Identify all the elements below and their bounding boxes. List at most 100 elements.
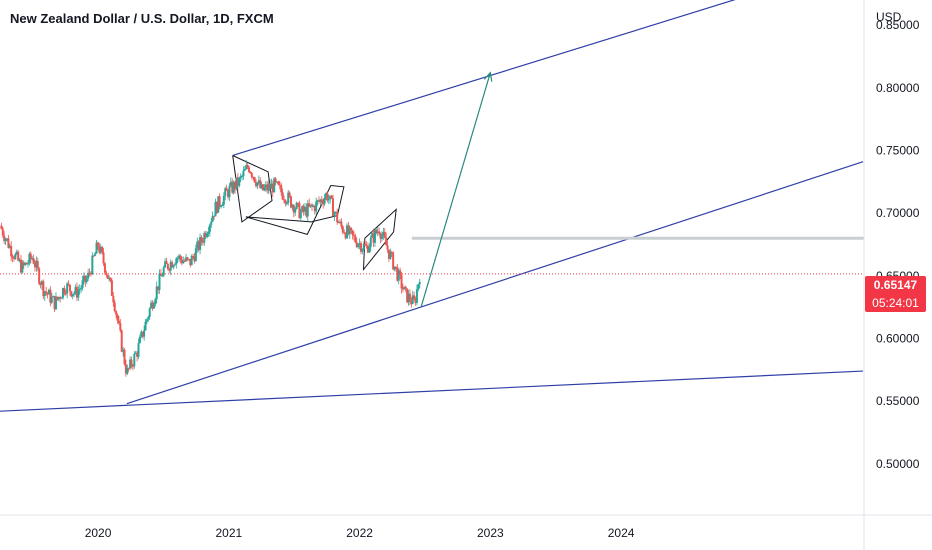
trendline-1 [0,370,864,412]
candle-body [122,349,125,352]
candle-body [56,296,59,300]
candle [211,211,214,222]
candle-body [415,289,418,304]
candle-body [211,215,214,222]
candle [312,204,315,208]
candle-body [91,255,94,275]
candle-body [232,182,235,193]
candle-body [119,323,122,331]
candle [292,203,295,218]
candle-body [88,272,91,274]
candle [283,195,286,204]
candle [239,173,242,182]
candle-body [396,267,399,281]
candle [130,356,133,369]
pattern-2 [245,184,345,235]
candle [33,259,36,272]
candle-body [173,264,176,266]
candle-body [120,330,123,352]
last-price-badge: 0.65147 [865,276,926,294]
candle-body [10,245,13,257]
candle-body [280,185,283,193]
candle [31,256,34,261]
candle [382,227,385,240]
candle [257,175,260,185]
candle-body [311,204,314,207]
candle [218,193,221,210]
candle-body [276,181,279,183]
price-scale[interactable]: 0.850000.800000.750000.700000.650000.600… [876,18,920,471]
candle [0,222,3,230]
candle-body [59,297,62,299]
candle [172,264,175,270]
candle-body [337,222,340,224]
candle-body [82,275,85,281]
time-scale[interactable]: 2020 2021 2022 2023 2024 [85,526,635,540]
price-tick-label: 0.75000 [876,143,920,157]
candle [208,223,211,237]
candle-body [158,273,161,290]
candle [154,297,157,307]
candle-body [154,299,157,305]
candle [276,181,279,184]
trendlines [0,0,864,412]
pattern-1 [232,155,273,223]
candle-body [96,242,99,247]
candle [129,356,132,370]
candle [414,296,417,306]
candle [313,204,316,215]
candle [338,219,341,224]
candle [99,243,102,255]
candle-body [124,364,127,374]
candle-body [71,294,74,297]
candle-body [295,202,298,209]
candle [52,295,55,298]
candle-body [133,353,136,367]
price-tick-label: 0.80000 [876,81,920,95]
candle-body [375,229,378,234]
candle-body [266,184,269,191]
candle-body [290,196,293,208]
candle-body [322,202,325,204]
candle [164,258,167,269]
candle [304,203,307,216]
candle-body [14,254,17,259]
candle [273,177,276,193]
candle [175,256,178,269]
candle-body [109,277,112,281]
candle [53,296,56,312]
candle-body [358,242,361,245]
candle [67,280,70,287]
candle [270,178,273,189]
candle [246,162,249,170]
candle [326,190,329,203]
candle-body [77,290,80,298]
candle-body [196,241,199,249]
candle-body [404,286,407,289]
candle [98,242,101,255]
candle-body [372,233,375,243]
candle [309,204,312,209]
candle-body [39,283,42,285]
candle [143,325,146,341]
candle-body [366,245,369,253]
candle-body [172,265,175,268]
candle [32,254,35,265]
candle-body [98,246,101,253]
candle [157,286,160,295]
candle [59,295,62,303]
candle-body [382,231,385,236]
candle [22,260,25,269]
candle [113,299,116,313]
candle-body [264,184,267,188]
candle [231,178,234,195]
candle-body [180,259,183,264]
candle [75,282,78,301]
candle-body [238,177,241,186]
candle-body [92,255,95,257]
candle [124,359,127,377]
candle [169,259,172,276]
candle-body [75,287,78,298]
candle [26,259,29,268]
